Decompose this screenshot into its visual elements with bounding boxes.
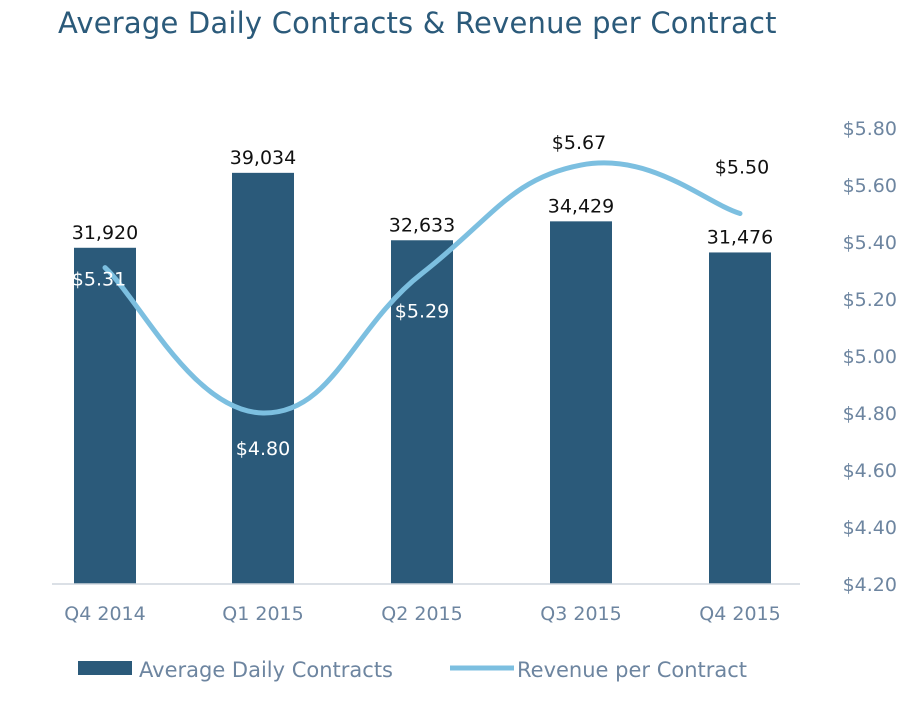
legend-bar-label: Average Daily Contracts (139, 658, 393, 682)
line-value-label: $4.80 (236, 438, 290, 460)
bar-value-label: 31,476 (707, 226, 773, 248)
right-axis-tick-label: $4.80 (843, 403, 897, 425)
bar-q1-2015 (232, 172, 294, 585)
line-value-label: $5.67 (552, 132, 606, 154)
bar-value-label: 31,920 (72, 222, 138, 244)
right-axis-tick-label: $5.80 (843, 118, 897, 140)
bar-q2-2015 (391, 240, 453, 584)
right-axis-tick-label: $4.60 (843, 460, 897, 482)
bar-value-label: 32,633 (389, 214, 455, 236)
x-axis-tick-label: Q2 2015 (381, 603, 462, 625)
line-value-label: $5.29 (395, 300, 449, 322)
x-axis-tick-label: Q3 2015 (540, 603, 621, 625)
bar-q4-2015 (709, 252, 771, 584)
x-axis-tick-label: Q4 2014 (64, 603, 145, 625)
right-axis-tick-label: $5.20 (843, 289, 897, 311)
bar-value-label: 34,429 (548, 195, 614, 217)
legend-bar-swatch (78, 661, 132, 675)
legend: Average Daily Contracts Revenue per Contr… (78, 658, 747, 682)
right-axis-tick-label: $5.60 (843, 175, 897, 197)
chart-title: Average Daily Contracts & Revenue per Co… (58, 6, 777, 40)
line-value-label: $5.31 (72, 269, 126, 291)
right-axis-tick-label: $5.40 (843, 232, 897, 254)
line-value-label: $5.50 (715, 157, 769, 179)
bar-value-label: 39,034 (230, 147, 296, 169)
right-axis-ticks: $5.80 $5.60 $5.40 $5.20 $5.00 $4.80 $4.60 $4.40… (843, 118, 897, 596)
right-axis-tick-label: $4.40 (843, 517, 897, 539)
x-axis-tick-label: Q1 2015 (222, 603, 303, 625)
data-labels: 31,920 39,034 32,633 34,429 31,476 $5.31 $4.80… (72, 132, 773, 460)
x-axis-ticks: Q4 2014 Q1 2015 Q2 2015 Q3 2015 Q4 2015 (64, 603, 780, 625)
right-axis-tick-label: $5.00 (843, 346, 897, 368)
bar-q3-2015 (550, 221, 612, 584)
bar-q4-2014 (74, 247, 136, 584)
right-axis-tick-label: $4.20 (843, 574, 897, 596)
x-axis-tick-label: Q4 2015 (699, 603, 780, 625)
bar-series (74, 172, 771, 585)
revenue-line (102, 160, 743, 416)
legend-line-label: Revenue per Contract (517, 658, 747, 682)
line-series (102, 160, 743, 416)
